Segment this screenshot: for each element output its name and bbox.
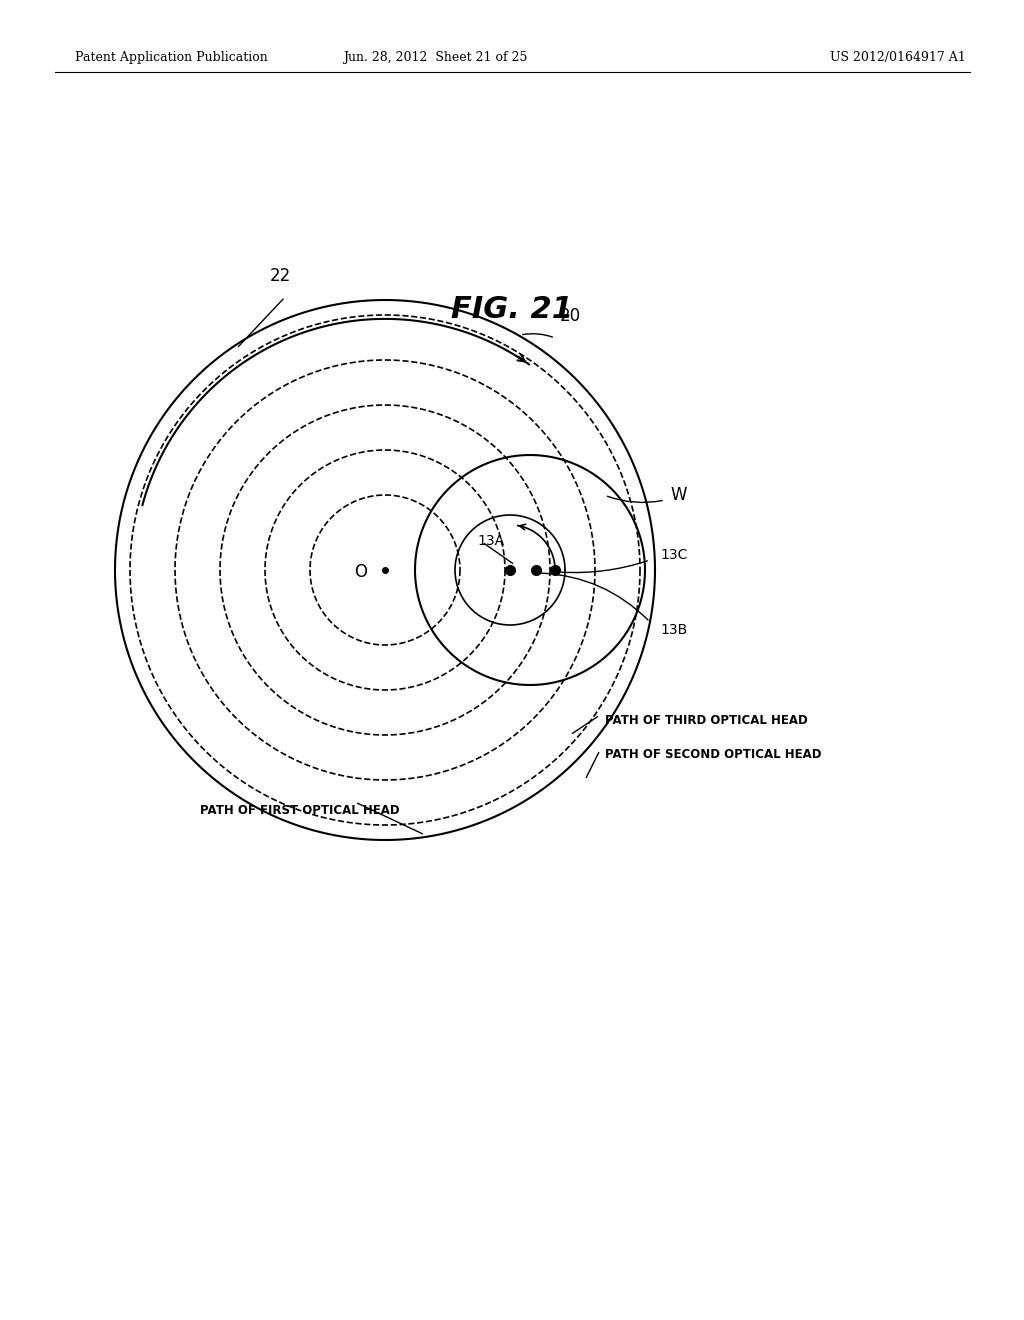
Text: US 2012/0164917 A1: US 2012/0164917 A1	[830, 51, 966, 65]
Text: PATH OF FIRST OPTICAL HEAD: PATH OF FIRST OPTICAL HEAD	[200, 804, 399, 817]
Text: PATH OF THIRD OPTICAL HEAD: PATH OF THIRD OPTICAL HEAD	[605, 714, 808, 726]
Text: 13A: 13A	[478, 535, 505, 548]
Text: FIG. 21: FIG. 21	[451, 296, 573, 325]
Text: O: O	[354, 564, 367, 581]
Text: W: W	[670, 486, 686, 504]
Text: 13C: 13C	[660, 548, 687, 562]
Text: Patent Application Publication: Patent Application Publication	[75, 51, 267, 65]
Text: 20: 20	[560, 308, 582, 325]
Text: 22: 22	[269, 267, 291, 285]
Text: Jun. 28, 2012  Sheet 21 of 25: Jun. 28, 2012 Sheet 21 of 25	[343, 51, 527, 65]
Text: PATH OF SECOND OPTICAL HEAD: PATH OF SECOND OPTICAL HEAD	[605, 748, 821, 762]
Text: 13B: 13B	[660, 623, 687, 638]
